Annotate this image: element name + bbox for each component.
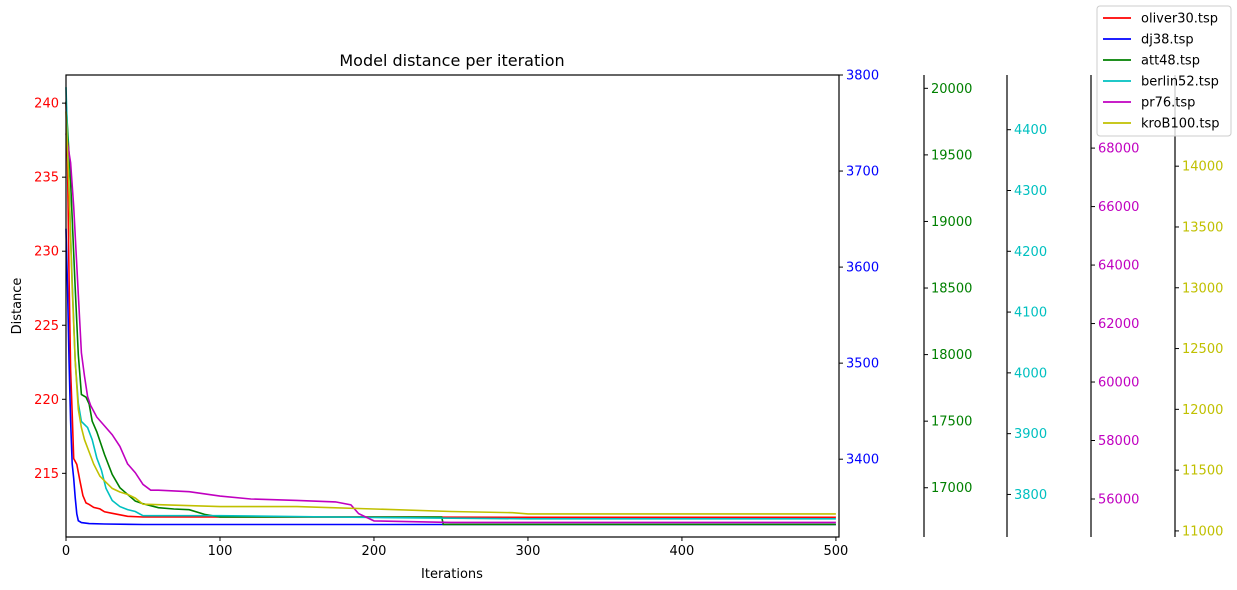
y-tick-label-pr76: 56000 <box>1098 492 1139 507</box>
x-axis-title: Iterations <box>421 567 483 582</box>
y-tick-label-berlin52: 4200 <box>1014 245 1047 260</box>
y-tick-label-att48: 20000 <box>931 82 972 97</box>
y-tick-label-att48: 19500 <box>931 148 972 163</box>
y-tick-label-oliver30: 220 <box>34 393 59 408</box>
y-tick-label-krob100: 14000 <box>1182 160 1223 175</box>
x-tick-label: 400 <box>670 544 695 559</box>
y-tick-label-krob100: 12500 <box>1182 342 1223 357</box>
y-tick-label-oliver30: 235 <box>34 171 59 186</box>
y-tick-label-dj38: 3400 <box>846 453 879 468</box>
x-tick-label: 200 <box>362 544 387 559</box>
y-tick-label-oliver30: 215 <box>34 467 59 482</box>
y-tick-label-berlin52: 4400 <box>1014 123 1047 138</box>
series-line-att48 <box>65 101 836 526</box>
series-line-berlin52 <box>65 87 836 520</box>
y-tick-label-berlin52: 3800 <box>1014 488 1047 503</box>
y-tick-label-att48: 17000 <box>931 481 972 496</box>
plot-lines <box>65 87 836 526</box>
y-axis-title: Distance <box>10 278 25 335</box>
y-tick-label-att48: 17500 <box>931 415 972 430</box>
y-tick-label-berlin52: 4300 <box>1014 184 1047 199</box>
y-tick-label-oliver30: 230 <box>34 245 59 260</box>
y-tick-label-pr76: 62000 <box>1098 317 1139 332</box>
series-line-krob100 <box>65 111 836 515</box>
y-tick-label-pr76: 68000 <box>1098 142 1139 157</box>
x-tick-label: 300 <box>516 544 541 559</box>
legend-label-berlin52: berlin52.tsp <box>1141 75 1219 90</box>
y-tick-label-pr76: 66000 <box>1098 200 1139 215</box>
x-tick-label: 500 <box>824 544 849 559</box>
y-tick-label-berlin52: 3900 <box>1014 427 1047 442</box>
legend-label-krob100: kroB100.tsp <box>1141 117 1220 132</box>
y-tick-label-dj38: 3600 <box>846 261 879 276</box>
y-tick-label-dj38: 3500 <box>846 357 879 372</box>
legend-label-pr76: pr76.tsp <box>1141 96 1195 111</box>
y-tick-label-krob100: 11500 <box>1182 464 1223 479</box>
y-tick-label-oliver30: 240 <box>34 97 59 112</box>
y-tick-label-berlin52: 4000 <box>1014 366 1047 381</box>
series-line-pr76 <box>65 133 836 524</box>
legend: oliver30.tsp dj38.tsp att48.tsp berlin52.ts… <box>1096 5 1232 137</box>
y-tick-label-pr76: 58000 <box>1098 434 1139 449</box>
legend-label-oliver30: oliver30.tsp <box>1141 12 1218 27</box>
y-tick-label-att48: 18500 <box>931 282 972 297</box>
series-line-oliver30 <box>65 103 836 519</box>
legend-label-dj38: dj38.tsp <box>1141 33 1194 48</box>
axes-group: 0 100 200 300 400 500 215 220 225 230 235 240 3400 35… <box>34 69 1223 560</box>
y-tick-label-oliver30: 225 <box>34 319 59 334</box>
x-tick-label: 0 <box>62 544 70 559</box>
y-tick-label-krob100: 11000 <box>1182 524 1223 539</box>
y-tick-label-dj38: 3700 <box>846 165 879 180</box>
y-tick-label-berlin52: 4100 <box>1014 306 1047 321</box>
y-tick-label-pr76: 60000 <box>1098 376 1139 391</box>
y-tick-label-att48: 19000 <box>931 215 972 230</box>
plot-frame <box>65 74 840 538</box>
chart-title: Model distance per iteration <box>339 51 564 70</box>
y-tick-label-krob100: 12000 <box>1182 403 1223 418</box>
y-tick-label-krob100: 13500 <box>1182 220 1223 235</box>
x-tick-label: 100 <box>208 544 233 559</box>
y-tick-label-dj38: 3800 <box>846 69 879 84</box>
y-tick-label-krob100: 13000 <box>1182 281 1223 296</box>
y-tick-label-att48: 18000 <box>931 348 972 363</box>
legend-label-att48: att48.tsp <box>1141 54 1200 69</box>
series-line-dj38 <box>65 228 836 526</box>
y-tick-label-pr76: 64000 <box>1098 259 1139 274</box>
